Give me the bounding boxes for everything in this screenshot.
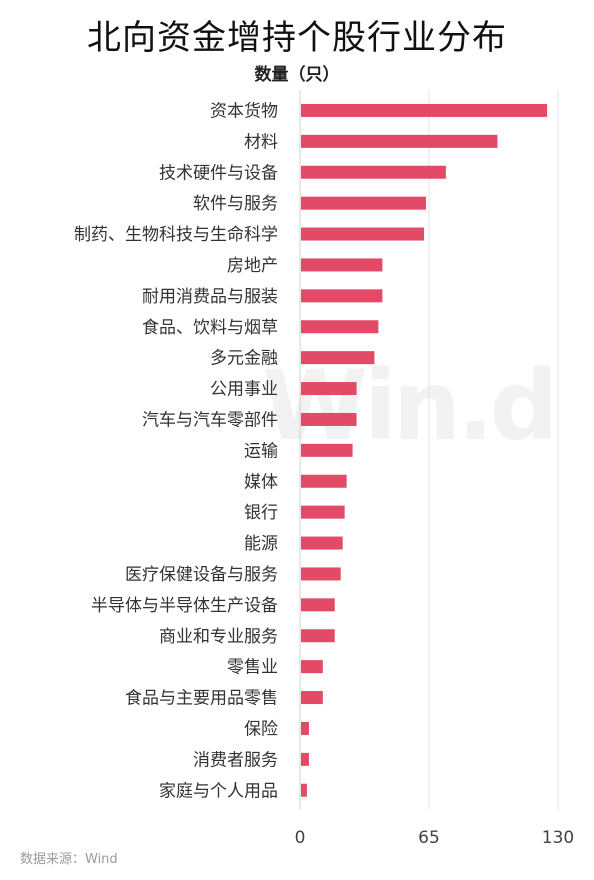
- bar: [301, 505, 345, 519]
- bar: [301, 721, 309, 735]
- category-label: 零售业: [227, 658, 278, 678]
- category-label: 汽车与汽车零部件: [142, 410, 278, 430]
- category-label: 材料: [244, 132, 278, 152]
- bar: [301, 660, 323, 674]
- source-note: 数据来源：Wind: [20, 852, 118, 867]
- category-label: 制药、生物科技与生命科学: [74, 225, 278, 245]
- category-label: 家庭与个人用品: [159, 781, 278, 801]
- bar: [301, 351, 375, 365]
- category-label: 软件与服务: [193, 194, 278, 214]
- category-label: 媒体: [244, 472, 278, 492]
- category-label: 能源: [244, 534, 278, 554]
- category-label: 食品与主要用品零售: [125, 689, 278, 709]
- x-tick-label: 130: [542, 828, 574, 848]
- bar: [301, 691, 323, 705]
- bar: [301, 165, 446, 179]
- category-label: 医疗保健设备与服务: [125, 565, 278, 585]
- category-label: 资本货物: [210, 101, 278, 121]
- chart-subtitle: 数量（只）: [254, 65, 340, 85]
- bar: [301, 629, 335, 643]
- category-label: 多元金融: [210, 349, 278, 369]
- bar: [301, 443, 353, 457]
- category-label: 技术硬件与设备: [159, 163, 278, 183]
- category-label: 保险: [244, 719, 278, 739]
- category-label: 商业和专业服务: [159, 627, 278, 647]
- category-label: 耐用消费品与服装: [142, 287, 278, 307]
- bar: [301, 320, 379, 334]
- bar: [301, 103, 548, 117]
- bar: [301, 412, 357, 426]
- bar: [301, 382, 357, 396]
- category-label: 半导体与半导体生产设备: [91, 596, 278, 616]
- bar: [301, 258, 383, 272]
- bar: [301, 134, 498, 148]
- bar: [301, 536, 343, 550]
- category-label: 食品、饮料与烟草: [142, 318, 278, 338]
- bar: [301, 227, 425, 241]
- bar: [301, 474, 347, 488]
- bar: [301, 567, 341, 581]
- category-label: 消费者服务: [193, 750, 278, 770]
- bar: [301, 783, 307, 797]
- category-label: 房地产: [227, 256, 278, 276]
- bar: [301, 752, 309, 766]
- category-label: 运输: [244, 441, 278, 461]
- category-label: 银行: [244, 503, 278, 523]
- bar: [301, 196, 427, 210]
- bar: [301, 598, 335, 612]
- bar: [301, 289, 383, 303]
- chart-title: 北向资金增持个股行业分布: [87, 18, 507, 58]
- category-label: 公用事业: [210, 380, 278, 400]
- x-tick-label: 0: [295, 828, 306, 848]
- x-tick-label: 65: [418, 828, 440, 848]
